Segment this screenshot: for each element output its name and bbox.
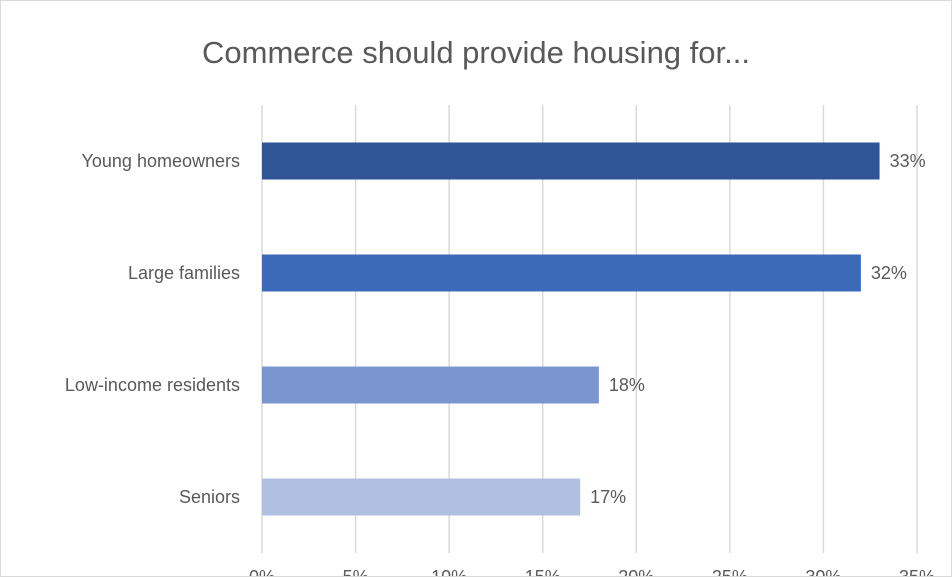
x-tick-label-0: 0% [249, 567, 275, 576]
data-label-3: 17% [590, 487, 626, 507]
x-tick-label-4: 20% [618, 567, 654, 576]
data-label-0: 33% [890, 151, 926, 171]
x-tick-label-6: 30% [805, 567, 841, 576]
data-label-1: 32% [871, 263, 907, 283]
bar-0 [262, 142, 880, 180]
bar-2 [262, 366, 599, 404]
x-tick-label-3: 15% [525, 567, 561, 576]
category-label-0: Young homeowners [82, 151, 240, 171]
x-tick-label-5: 25% [712, 567, 748, 576]
chart-title: Commerce should provide housing for... [202, 35, 750, 70]
x-tick-label-7: 35% [899, 567, 935, 576]
x-tick-label-1: 5% [343, 567, 369, 576]
category-label-1: Large families [128, 263, 240, 283]
category-label-3: Seniors [179, 487, 240, 507]
x-tick-label-2: 10% [431, 567, 467, 576]
bar-1 [262, 254, 861, 292]
category-label-2: Low-income residents [65, 375, 240, 395]
data-label-2: 18% [609, 375, 645, 395]
bar-3 [262, 478, 581, 516]
